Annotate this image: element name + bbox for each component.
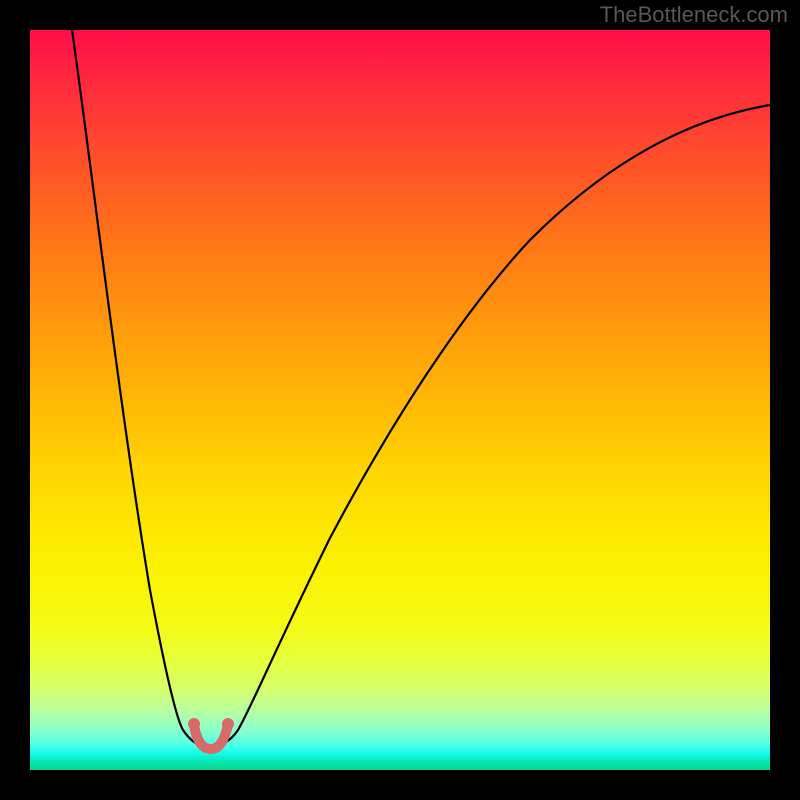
curve-layer	[30, 30, 770, 770]
bottleneck-curve	[72, 30, 770, 747]
chart-container: TheBottleneck.com	[0, 0, 800, 800]
watermark-text: TheBottleneck.com	[600, 2, 788, 28]
valley-marker-dot-left	[188, 718, 200, 730]
valley-marker-dot-right	[222, 718, 234, 730]
valley-u-marker	[194, 724, 228, 749]
